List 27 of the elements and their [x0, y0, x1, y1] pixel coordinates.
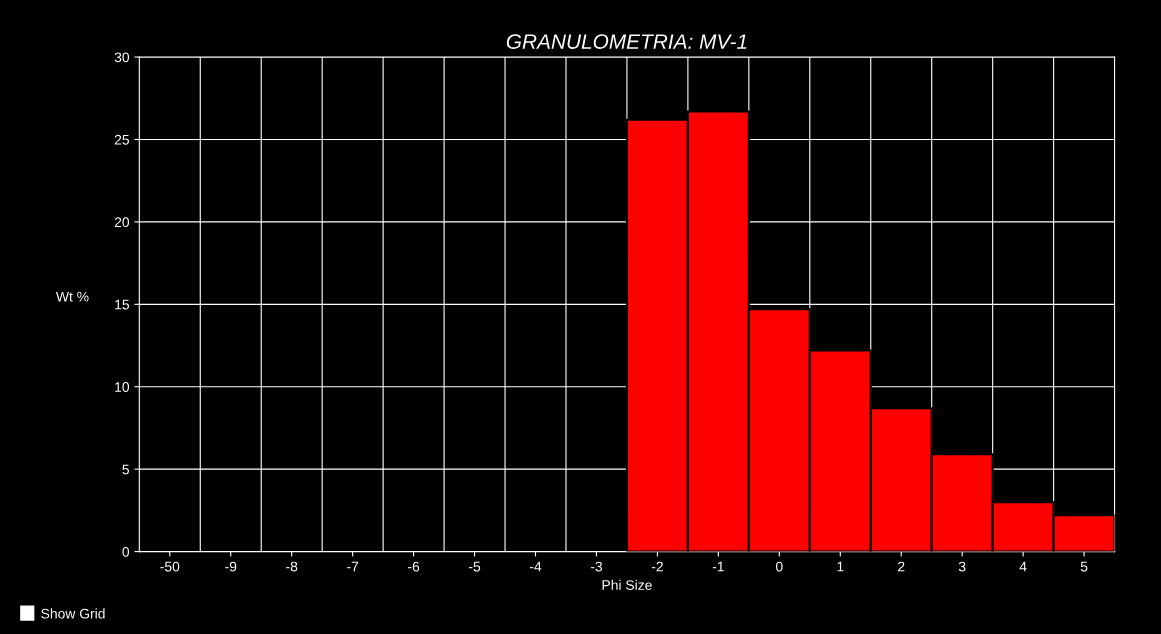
y-tick-label: 15 — [115, 299, 130, 310]
x-tick-label: -1 — [712, 561, 724, 572]
x-tick-label: 4 — [1019, 561, 1027, 572]
x-axis-title: Phi Size — [602, 579, 652, 591]
x-tick-label: -8 — [286, 561, 298, 572]
x-tick-label: -2 — [651, 561, 663, 572]
y-tick-label: 5 — [122, 464, 130, 475]
y-tick-label: 20 — [114, 217, 130, 228]
x-tick-label: -5 — [469, 561, 481, 572]
x-tick-label: -4 — [529, 561, 542, 572]
x-tick-label: -9 — [225, 561, 237, 572]
x-tick-label: 1 — [837, 561, 844, 572]
x-tick-label: -7 — [347, 561, 359, 572]
x-tick-label: -3 — [590, 561, 603, 572]
text: Show Grid — [41, 608, 105, 619]
x-tick-label: -6 — [408, 561, 420, 572]
y-tick-label: 10 — [115, 382, 130, 392]
x-tick-label: 0 — [776, 561, 783, 572]
x-tick-label: -50 — [160, 561, 180, 572]
y-tick-label: 25 — [114, 134, 130, 145]
x-tick-label: 2 — [898, 561, 905, 572]
x-tick-label: 3 — [958, 561, 966, 572]
chart-title: GRANULOMETRIA: MV-1 — [506, 34, 747, 49]
y-tick-label: 30 — [114, 52, 130, 63]
y-tick-label: 0 — [122, 546, 130, 557]
y-axis-title: Wt % — [55, 291, 89, 302]
x-tick-label: 5 — [1080, 561, 1088, 572]
